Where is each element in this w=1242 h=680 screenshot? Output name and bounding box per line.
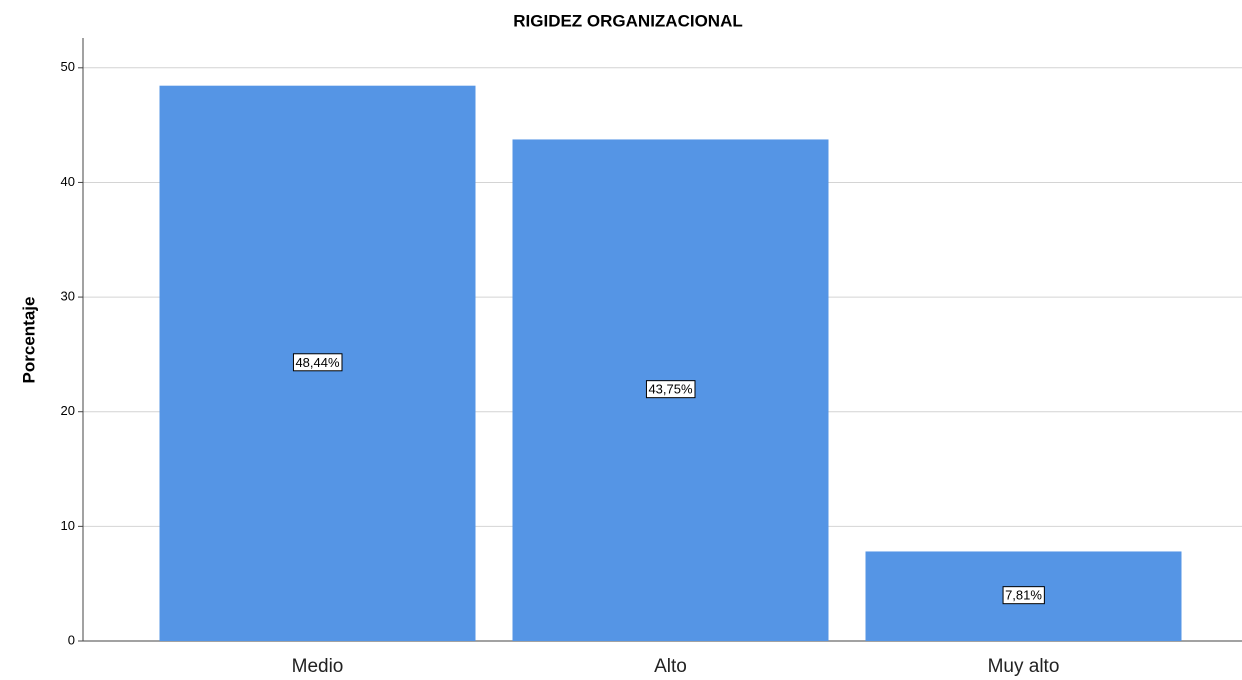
y-tick-label: 10	[61, 518, 75, 533]
value-label-box	[645, 380, 696, 399]
y-tick-label: 50	[61, 59, 75, 74]
value-label-box	[1002, 586, 1045, 605]
value-label: 7,81%	[1005, 588, 1042, 603]
y-tick-label: 0	[68, 632, 75, 647]
x-tick-label: Muy alto	[988, 656, 1060, 677]
value-label: 43,75%	[648, 382, 693, 397]
x-tick-label: Medio	[292, 656, 344, 677]
y-tick-label: 20	[61, 403, 75, 418]
y-tick-label: 40	[61, 174, 75, 189]
value-label-box	[292, 353, 343, 372]
x-tick-label: Alto	[654, 656, 687, 677]
y-axis-title: Porcentaje	[19, 297, 38, 384]
y-tick-label: 30	[61, 289, 75, 304]
chart-title: RIGIDEZ ORGANIZACIONAL	[513, 11, 743, 30]
value-label: 48,44%	[295, 355, 340, 370]
